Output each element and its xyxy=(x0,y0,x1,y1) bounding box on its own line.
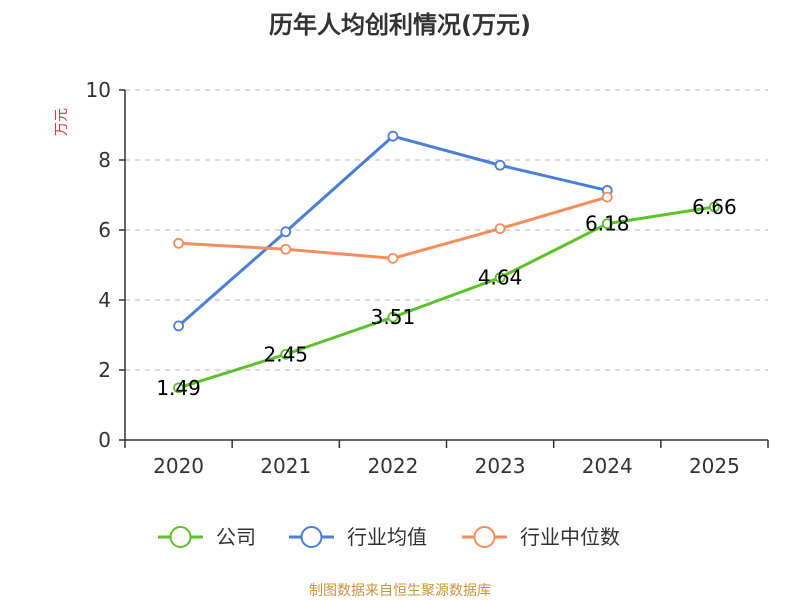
legend-swatch-marker xyxy=(169,526,192,548)
data-label: 1.49 xyxy=(156,376,201,400)
data-point[interactable] xyxy=(494,223,506,235)
data-label: 4.64 xyxy=(478,266,523,290)
x-tick-label: 2024 xyxy=(582,454,633,478)
grid-lines xyxy=(125,89,768,371)
data-labels: 1.49 2.45 3.51 4.64 6.18 6.66 xyxy=(156,195,736,400)
data-point[interactable] xyxy=(280,348,292,360)
data-point[interactable] xyxy=(387,130,399,142)
x-tick-label: 2020 xyxy=(153,454,204,478)
legend[interactable]: 公司 行业均值 行业中位数 xyxy=(158,525,620,549)
data-point[interactable] xyxy=(173,237,184,249)
y-tick-label: 0 xyxy=(98,428,111,452)
y-tick-label: 10 xyxy=(86,78,111,102)
data-point[interactable] xyxy=(601,218,613,230)
axes: 0 2 4 6 8 10 2020 2021 2022 2023 2024 2025 xyxy=(86,78,769,478)
data-label: 3.51 xyxy=(371,305,416,329)
series-0 xyxy=(173,201,720,394)
x-tick-label: 2021 xyxy=(260,454,311,478)
x-tick-label: 2025 xyxy=(689,454,740,478)
data-label: 2.45 xyxy=(263,342,308,366)
y-tick-label: 2 xyxy=(98,358,111,382)
legend-swatch-marker xyxy=(300,526,323,548)
y-tick-label: 6 xyxy=(98,218,111,242)
series-2 xyxy=(173,191,613,264)
data-point[interactable] xyxy=(601,191,613,203)
legend-item[interactable]: 行业中位数 xyxy=(462,525,620,549)
source-note: 制图数据来自恒生聚源数据库 xyxy=(309,583,491,599)
x-tick-label: 2023 xyxy=(475,454,526,478)
data-point[interactable] xyxy=(280,243,292,255)
y-tick-label: 8 xyxy=(98,148,111,172)
legend-item[interactable]: 公司 xyxy=(158,525,256,549)
data-label: 6.66 xyxy=(692,195,737,219)
series-line xyxy=(177,134,608,328)
legend-label: 行业均值 xyxy=(347,525,427,549)
data-point[interactable] xyxy=(173,320,184,332)
series-line xyxy=(178,205,715,390)
data-point[interactable] xyxy=(387,252,399,264)
legend-item[interactable]: 行业均值 xyxy=(289,525,427,549)
data-point[interactable] xyxy=(709,201,720,213)
legend-label: 行业中位数 xyxy=(520,525,620,549)
x-tick-label: 2022 xyxy=(367,454,418,478)
y-axis-label: 万元 xyxy=(54,108,70,136)
legend-swatch-marker xyxy=(473,526,496,548)
data-label: 6.18 xyxy=(585,212,630,236)
data-point[interactable] xyxy=(494,159,506,171)
data-point[interactable] xyxy=(173,382,184,394)
series-line xyxy=(178,195,608,260)
data-point[interactable] xyxy=(387,311,399,323)
series-layer xyxy=(173,130,720,394)
y-tick-label: 4 xyxy=(98,288,111,312)
data-point[interactable] xyxy=(280,226,292,238)
data-point[interactable] xyxy=(494,272,506,284)
legend-label: 公司 xyxy=(216,525,256,549)
chart-title: 历年人均创利情况(万元) xyxy=(269,11,531,39)
